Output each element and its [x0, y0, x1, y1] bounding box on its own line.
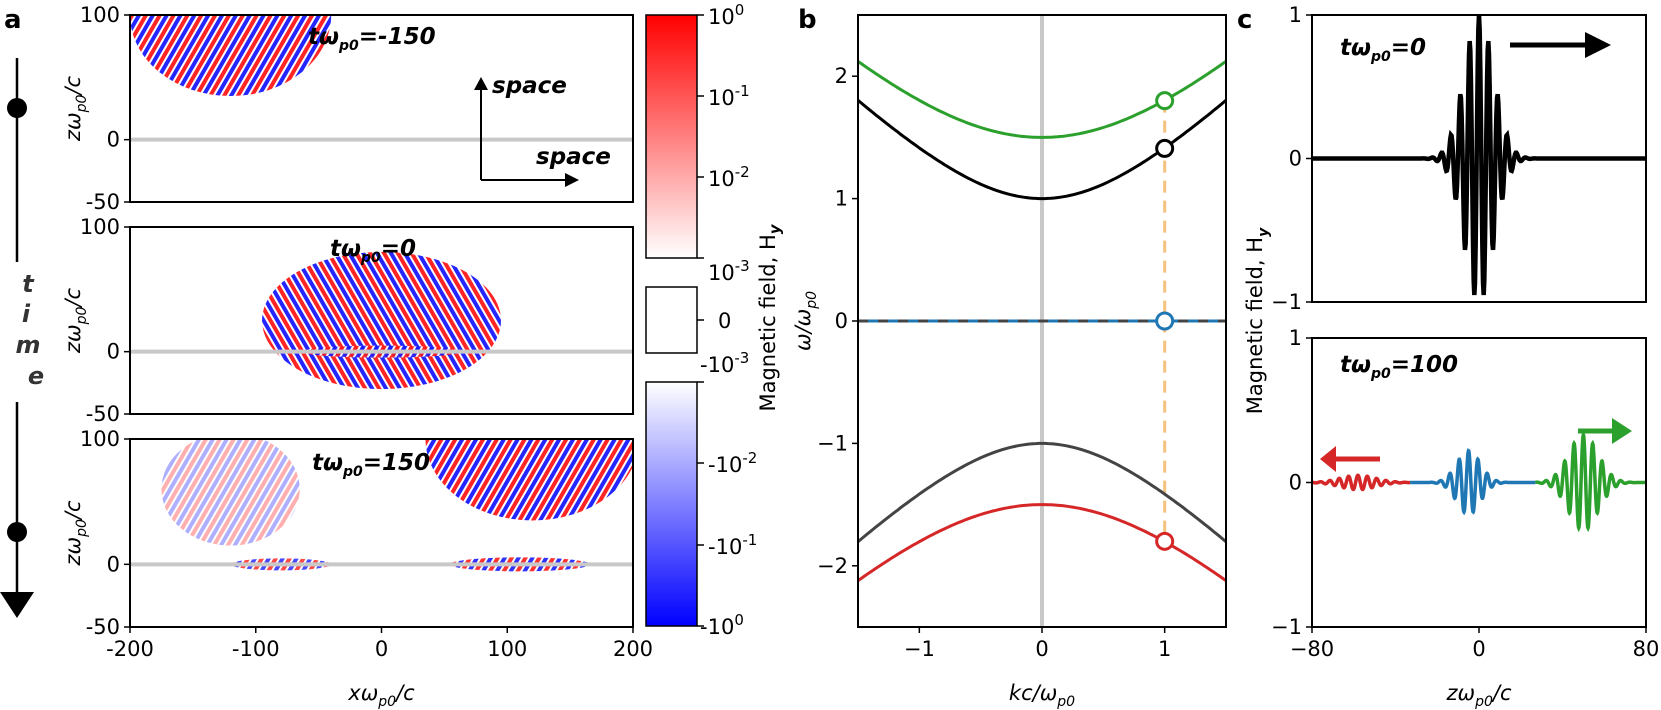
panel-letter-a: a [4, 5, 22, 35]
ytick-label: 0 [107, 552, 120, 576]
panel-a: 100 0 -50 zωp0/c tωp0=-150 space space 100 0 -50 z… [61, 3, 653, 710]
wavepacket [161, 439, 300, 546]
mode-marker-2 [1155, 138, 1175, 158]
xtick-label: 200 [613, 637, 653, 661]
xlabel-a: xωp0/c [347, 681, 415, 710]
xtick-label: −1 [904, 637, 935, 661]
colorbar-tick-neg-1: -10-2 [708, 449, 757, 477]
ytick-label: 0 [1289, 471, 1302, 495]
xtick-label: -200 [106, 637, 154, 661]
xtick-label: 1 [1158, 637, 1171, 661]
time-label-bg [6, 262, 30, 402]
time-letter-t: t [22, 270, 35, 298]
xlabel-c: zωp0/c [1445, 681, 1511, 710]
subplot-a-2-content [262, 251, 501, 390]
xtick-label: −80 [1290, 637, 1334, 661]
panel-letter-b: b [798, 5, 817, 35]
colorbar-tick-neg-3: -100 [700, 611, 744, 639]
ylabel-b: ω/ωp0 [791, 291, 820, 351]
ytick-label: 1 [835, 187, 848, 211]
ylabel-a-1: zωp0/c [61, 76, 90, 142]
colorbar-tick-zero: 0 [718, 309, 731, 333]
time-arrow: t i m e [0, 58, 44, 618]
colorbar-tick-pos-0: 100 [708, 1, 744, 29]
space-label-right: space [536, 144, 611, 170]
colorbar-tick-neg-0: -10-3 [700, 349, 749, 377]
subplot-a-1-content [130, 15, 332, 97]
waveform-2-1 [1311, 473, 1411, 492]
colorbar-label: Magnetic field, Hy [756, 223, 784, 411]
colorbar-tick-neg-2: -10-1 [708, 531, 757, 559]
ytick-label: −1 [1271, 615, 1302, 639]
xtick-label: 0 [1035, 637, 1048, 661]
time-dot-3 [7, 522, 27, 542]
annotation-a-3: tωp0=150 [312, 450, 430, 480]
colorbar-tick-pos-1: 10-1 [708, 82, 750, 110]
xtick-label: 80 [1633, 637, 1660, 661]
wavepacket [425, 439, 633, 521]
xtick-label: 100 [487, 637, 527, 661]
ylabel-a-3: zωp0/c [61, 500, 90, 566]
colorbar-tick-pos-2: 10-2 [708, 163, 750, 191]
space-axis-right-head [565, 173, 579, 187]
annotation-c-1: tωp0=0 [1340, 35, 1426, 65]
space-axis-up-head [474, 77, 488, 90]
waveform-2-3 [1535, 430, 1646, 533]
ytick-label: 1 [1289, 3, 1302, 27]
xtick-label: 0 [1472, 637, 1485, 661]
subplot-a-2-frame [129, 226, 634, 415]
annotation-c-2: tωp0=100 [1340, 352, 1458, 382]
ytick-label: -50 [86, 190, 120, 214]
waveform-2-2 [1410, 448, 1536, 516]
subplot-a-1-frame [129, 14, 634, 203]
ytick-label: 100 [80, 215, 120, 239]
ytick-label: −2 [817, 554, 848, 578]
propagation-arrow-head [1585, 32, 1611, 58]
annotation-a-2: tωp0=0 [330, 236, 416, 266]
ytick-label: 0 [107, 340, 120, 364]
time-dot-1 [7, 98, 27, 118]
ytick-label: −1 [1271, 290, 1302, 314]
ylabel-a-2: zωp0/c [61, 288, 90, 354]
colorbar-negative [645, 381, 698, 627]
time-letter-e: e [28, 362, 44, 390]
panel-b: 2 1 0 −1 −2 −1 0 1 kc/ωp0 ω/ωp0 [791, 14, 1227, 710]
mode-marker-1 [1155, 91, 1175, 111]
panel-c: 1 0 −1 tωp0=0 1 0 −1 tωp0=100 −80 0 80 zωp0/c Magnet… [1243, 3, 1659, 710]
ylabel-c: Magnetic field, Hy [1243, 227, 1272, 414]
backward-arrow-head [1320, 446, 1336, 472]
xtick-label: -100 [232, 637, 280, 661]
space-label-up: space [492, 73, 567, 99]
mode-marker-4 [1155, 531, 1175, 551]
mode-marker-3 [1155, 311, 1175, 331]
ytick-label: 0 [1289, 147, 1302, 171]
ytick-label: 100 [80, 3, 120, 27]
time-arrow-head [0, 592, 34, 618]
ytick-label: −1 [817, 431, 848, 455]
ytick-label: -50 [86, 615, 120, 639]
ytick-label: 100 [80, 427, 120, 451]
dispersion-branch-4 [857, 441, 1227, 543]
time-letter-m: m [15, 331, 40, 359]
wavepacket [130, 15, 332, 97]
xtick-label: 0 [375, 637, 388, 661]
subplot-a-3-content [161, 439, 633, 572]
colorbar: 100 10-1 10-2 10-3 0 -10-3 -10-2 -10-1 -… [645, 1, 784, 639]
panel-letter-c: c [1237, 5, 1252, 35]
ytick-label: 0 [107, 128, 120, 152]
colorbar-linear [645, 286, 698, 354]
colorbar-tick-pos-3: 10-3 [708, 257, 750, 285]
xlabel-b: kc/ωp0 [1009, 681, 1075, 710]
ytick-label: 1 [1289, 326, 1302, 350]
ytick-label: -50 [86, 402, 120, 426]
colorbar-positive [645, 14, 698, 259]
wavepacket [262, 251, 501, 390]
annotation-a-1: tωp0=-150 [308, 24, 436, 54]
ytick-label: 2 [835, 64, 848, 88]
time-letter-i: i [22, 300, 31, 328]
ytick-label: 0 [835, 309, 848, 333]
forward-arrow-head [1612, 418, 1632, 444]
